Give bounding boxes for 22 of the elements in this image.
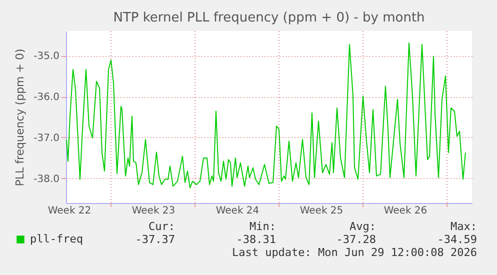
y-tick-label: -37.0 xyxy=(34,132,60,144)
legend-label: pll-freq xyxy=(30,232,83,246)
text: Max: xyxy=(450,220,477,233)
text: Min: xyxy=(250,220,276,233)
text: Avg: xyxy=(350,220,376,233)
chart-title: NTP kernel PLL frequency (ppm + 0) - by month xyxy=(113,10,425,26)
y-tick-label: -38.0 xyxy=(34,174,60,185)
text: -37.37 xyxy=(135,233,175,246)
x-tick-label: Week 23 xyxy=(132,206,176,216)
line-series xyxy=(66,42,466,188)
y-axis-title: PLL frequency (ppm + 0) xyxy=(14,48,27,186)
y-tick-label: -36.0 xyxy=(34,92,60,104)
x-tick-label: Week 22 xyxy=(48,206,92,216)
x-tick-label: Week 26 xyxy=(384,206,428,216)
text: Cur: xyxy=(148,220,175,233)
text: -38.31 xyxy=(236,233,276,246)
text: Last update: Mon Jun 29 12:00:08 2026 xyxy=(232,246,477,259)
text: -34.59 xyxy=(437,233,477,246)
text: -37.28 xyxy=(336,233,376,246)
y-tick-label: -35.0 xyxy=(34,51,60,62)
x-tick-label: Week 24 xyxy=(216,206,260,216)
x-tick-label: Week 25 xyxy=(300,206,344,216)
